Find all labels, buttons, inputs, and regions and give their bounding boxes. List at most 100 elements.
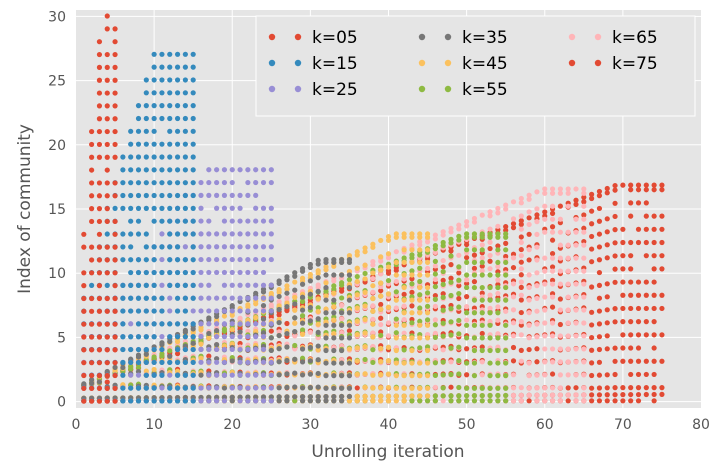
data-point: [370, 270, 376, 276]
data-point: [471, 265, 478, 271]
data-point: [432, 284, 438, 290]
data-point: [471, 231, 478, 237]
data-point: [487, 297, 493, 303]
data-point: [432, 372, 438, 379]
data-point: [143, 398, 149, 404]
data-point: [651, 266, 657, 272]
data-point: [479, 398, 485, 404]
data-point: [526, 272, 532, 278]
data-point: [409, 252, 415, 258]
data-point: [276, 293, 282, 300]
data-point: [378, 393, 384, 399]
data-point: [628, 391, 634, 398]
data-point: [221, 231, 228, 237]
data-point: [159, 340, 165, 346]
data-point: [432, 263, 438, 269]
data-point: [299, 385, 306, 391]
data-point: [378, 293, 384, 299]
data-point: [573, 229, 579, 235]
data-point: [510, 398, 517, 404]
data-point: [464, 393, 470, 399]
legend-marker: [444, 33, 452, 41]
y-tick-label: 0: [57, 395, 66, 411]
data-point: [229, 394, 235, 400]
data-point: [518, 322, 524, 328]
data-point: [206, 231, 212, 237]
data-point: [573, 255, 579, 261]
data-point: [635, 305, 642, 312]
data-point: [284, 330, 290, 337]
data-point: [323, 393, 329, 400]
data-point: [135, 103, 142, 109]
data-point: [151, 244, 157, 250]
data-point: [635, 385, 642, 391]
data-point: [581, 190, 587, 196]
data-point: [276, 306, 282, 313]
data-point: [401, 385, 407, 391]
data-point: [635, 182, 642, 188]
data-point: [245, 179, 251, 186]
y-tick-label: 25: [48, 74, 66, 90]
data-point: [393, 360, 399, 366]
data-point: [182, 334, 188, 340]
data-point: [143, 103, 149, 109]
data-point: [378, 398, 384, 404]
data-point: [487, 398, 493, 404]
data-point: [245, 321, 251, 327]
data-point: [229, 303, 235, 309]
data-point: [346, 256, 353, 263]
data-point: [174, 64, 181, 70]
data-point: [182, 51, 188, 57]
data-point: [542, 203, 548, 209]
data-point: [503, 224, 509, 230]
data-point: [214, 334, 220, 340]
data-point: [549, 359, 556, 365]
data-point: [96, 321, 103, 327]
data-point: [604, 190, 610, 196]
legend-marker: [268, 33, 276, 41]
data-point: [323, 360, 329, 366]
data-point: [268, 372, 274, 378]
data-point: [432, 360, 438, 366]
data-point: [135, 115, 142, 122]
data-point: [159, 282, 165, 288]
data-point: [339, 280, 345, 286]
data-point: [260, 316, 267, 322]
data-point: [96, 116, 103, 122]
data-point: [479, 290, 485, 296]
data-point: [354, 358, 360, 364]
data-point: [620, 345, 626, 351]
data-point: [237, 205, 243, 211]
data-point: [534, 295, 540, 302]
data-point: [307, 271, 313, 278]
data-point: [417, 231, 423, 237]
data-point: [260, 321, 267, 327]
data-point: [589, 259, 595, 265]
data-point: [385, 393, 392, 399]
data-point: [432, 271, 438, 277]
data-point: [167, 192, 173, 199]
data-point: [135, 154, 142, 160]
data-point: [526, 346, 532, 353]
data-point: [315, 288, 321, 294]
data-point: [573, 268, 579, 274]
data-point: [229, 179, 235, 186]
data-point: [440, 277, 446, 283]
data-point: [432, 258, 438, 264]
data-point: [589, 195, 595, 202]
data-point: [221, 282, 228, 288]
data-point: [221, 192, 228, 198]
data-point: [174, 141, 181, 147]
data-point: [510, 221, 517, 227]
data-point: [143, 295, 149, 301]
data-point: [479, 259, 485, 266]
data-point: [362, 276, 368, 282]
data-point: [448, 345, 454, 351]
x-axis-label: Unrolling iteration: [311, 442, 464, 462]
data-point: [174, 90, 181, 96]
data-point: [487, 305, 493, 311]
data-point: [542, 346, 548, 352]
data-point: [542, 359, 548, 365]
data-point: [612, 319, 618, 325]
data-point: [557, 359, 563, 365]
